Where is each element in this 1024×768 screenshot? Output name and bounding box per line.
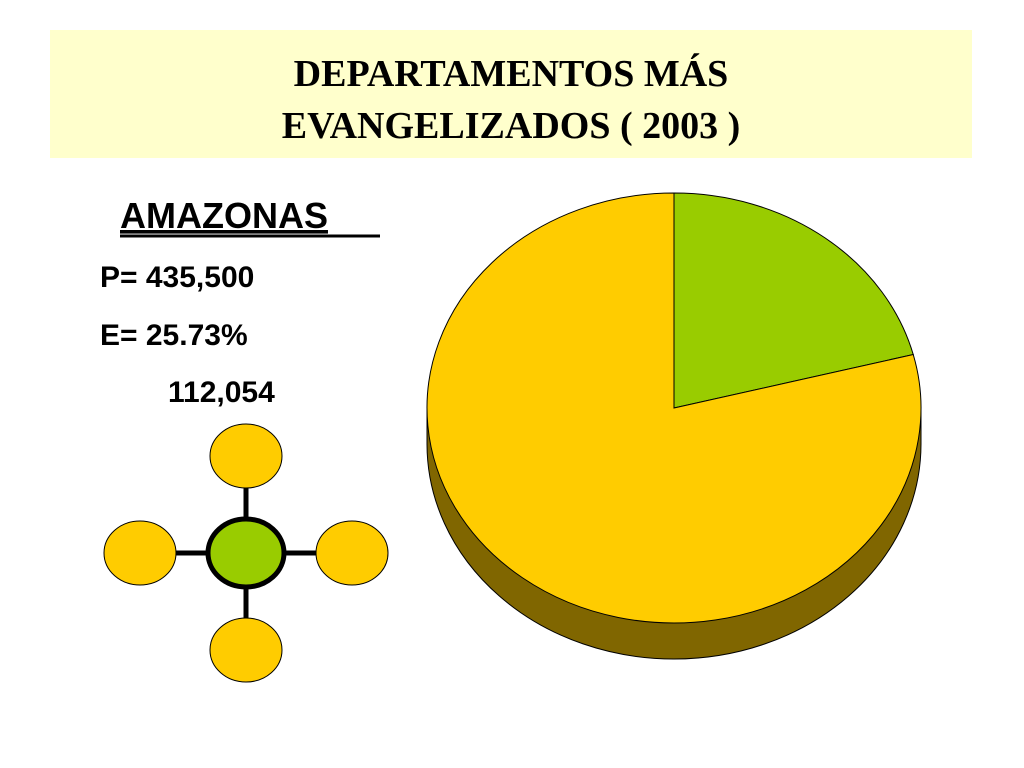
- node: [103, 520, 177, 586]
- population: P= 435,500: [100, 261, 254, 294]
- node: [209, 617, 283, 683]
- pie-chart: [426, 192, 922, 660]
- count: 112,054: [168, 376, 275, 409]
- title-line: DEPARTAMENTOS MÁS: [294, 53, 729, 95]
- title-box: [50, 30, 972, 158]
- center-node: [205, 516, 287, 590]
- pie-slice: [673, 192, 914, 409]
- department-name: AMAZONAS: [120, 195, 328, 236]
- percent: E= 25.73%: [100, 319, 248, 352]
- pie-slice: [426, 192, 922, 624]
- node: [315, 520, 389, 586]
- network-diagram: [103, 423, 389, 683]
- node: [209, 423, 283, 489]
- title-line: EVANGELIZADOS ( 2003 ): [282, 105, 741, 147]
